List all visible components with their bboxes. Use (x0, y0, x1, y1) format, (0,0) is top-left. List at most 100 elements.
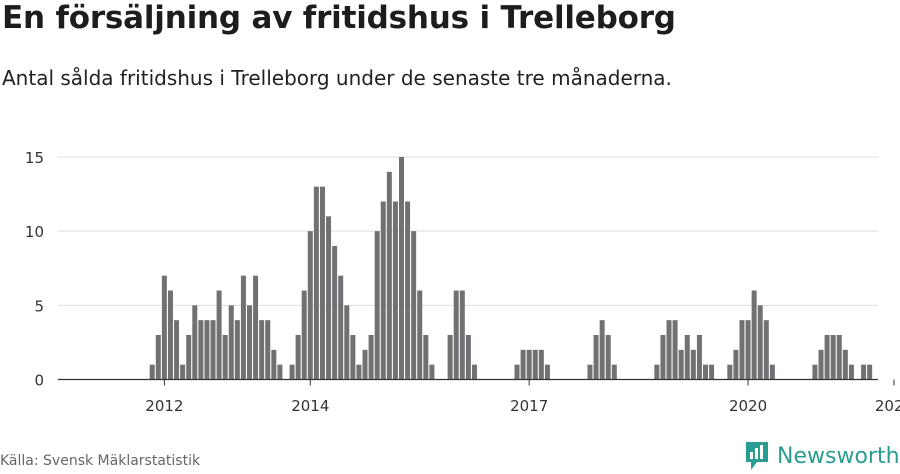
y-tick-label: 0 (34, 372, 44, 390)
bar (599, 320, 605, 380)
bar (368, 335, 374, 380)
bar (380, 201, 386, 380)
bar (319, 186, 325, 380)
bar (538, 349, 544, 380)
bar (867, 364, 873, 380)
x-tick-label: 2012 (145, 397, 183, 415)
bar (362, 349, 368, 380)
bar (222, 335, 228, 380)
bar (356, 364, 362, 380)
logo-text: Newsworthy (777, 443, 900, 469)
bar (289, 364, 295, 380)
bar-chart: 0 5 10 15 2012 2014 2017 2020 2022 1 (25, 0, 900, 415)
bar (678, 349, 684, 380)
bar (848, 364, 854, 380)
bar (544, 364, 550, 380)
bar (532, 349, 538, 380)
bar (234, 320, 240, 380)
bar (733, 349, 739, 380)
bar (295, 335, 301, 380)
bar (690, 349, 696, 380)
bar (271, 349, 277, 380)
bar (192, 305, 198, 380)
bar (326, 216, 332, 380)
bar (812, 364, 818, 380)
bar (514, 364, 520, 380)
bar (386, 171, 392, 380)
page-title: En försäljning av fritidshus i Trellebor… (2, 0, 676, 36)
bar (611, 364, 617, 380)
bar (447, 335, 453, 380)
bar (593, 335, 599, 380)
brand-logo: Newsworthy (744, 440, 900, 472)
x-tick-label: 2022 (875, 397, 900, 415)
bar (739, 320, 745, 380)
bar (277, 364, 283, 380)
bar (265, 320, 271, 380)
x-tick-label: 2020 (729, 397, 767, 415)
bar (210, 320, 216, 380)
bar (411, 231, 417, 380)
bar (459, 290, 465, 380)
bar (471, 364, 477, 380)
bar (745, 320, 751, 380)
bar (374, 231, 380, 380)
bar (307, 231, 313, 380)
bar (174, 320, 180, 380)
bar (769, 364, 775, 380)
bar (842, 349, 848, 380)
y-tick-label: 5 (34, 297, 44, 315)
bar (587, 364, 593, 380)
bar (453, 290, 459, 380)
bar (253, 275, 259, 380)
bar (332, 246, 338, 380)
bar (161, 275, 167, 380)
bar (520, 349, 526, 380)
bar (709, 364, 715, 380)
page-subtitle: Antal sålda fritidshus i Trelleborg unde… (2, 66, 672, 90)
bar (405, 201, 411, 380)
bar (180, 364, 186, 380)
bar (167, 290, 173, 380)
data-label: 1 (876, 0, 887, 5)
bar (526, 349, 532, 380)
bar (830, 335, 836, 380)
bar (824, 335, 830, 380)
bar (672, 320, 678, 380)
bar (703, 364, 708, 380)
bar (861, 364, 867, 380)
bar (198, 320, 204, 380)
bar (751, 290, 757, 380)
bar (696, 335, 702, 380)
bar (240, 275, 246, 380)
bar (429, 364, 435, 380)
bar (684, 335, 690, 380)
bar (757, 305, 763, 380)
x-tick-label: 2014 (291, 397, 329, 415)
y-tick-label: 15 (25, 149, 44, 167)
bar (660, 335, 666, 380)
bar (836, 335, 842, 380)
bar (301, 290, 307, 380)
bar (247, 305, 252, 380)
x-tick-label: 2017 (510, 397, 548, 415)
bar (605, 335, 611, 380)
bar (423, 335, 429, 380)
bar (216, 290, 222, 380)
bar (727, 364, 733, 380)
bar (654, 364, 660, 380)
source-note: Källa: Svensk Mäklarstatistik (0, 453, 201, 469)
bar (155, 335, 161, 380)
bar (313, 186, 319, 380)
bar (338, 275, 344, 380)
bar (259, 320, 265, 380)
bar (228, 305, 234, 380)
bar (763, 320, 769, 380)
bar (818, 349, 824, 380)
bar (344, 305, 350, 380)
bar (417, 290, 423, 380)
bar (350, 335, 356, 380)
bar (392, 201, 398, 380)
y-tick-label: 10 (25, 223, 44, 241)
bar (204, 320, 210, 380)
